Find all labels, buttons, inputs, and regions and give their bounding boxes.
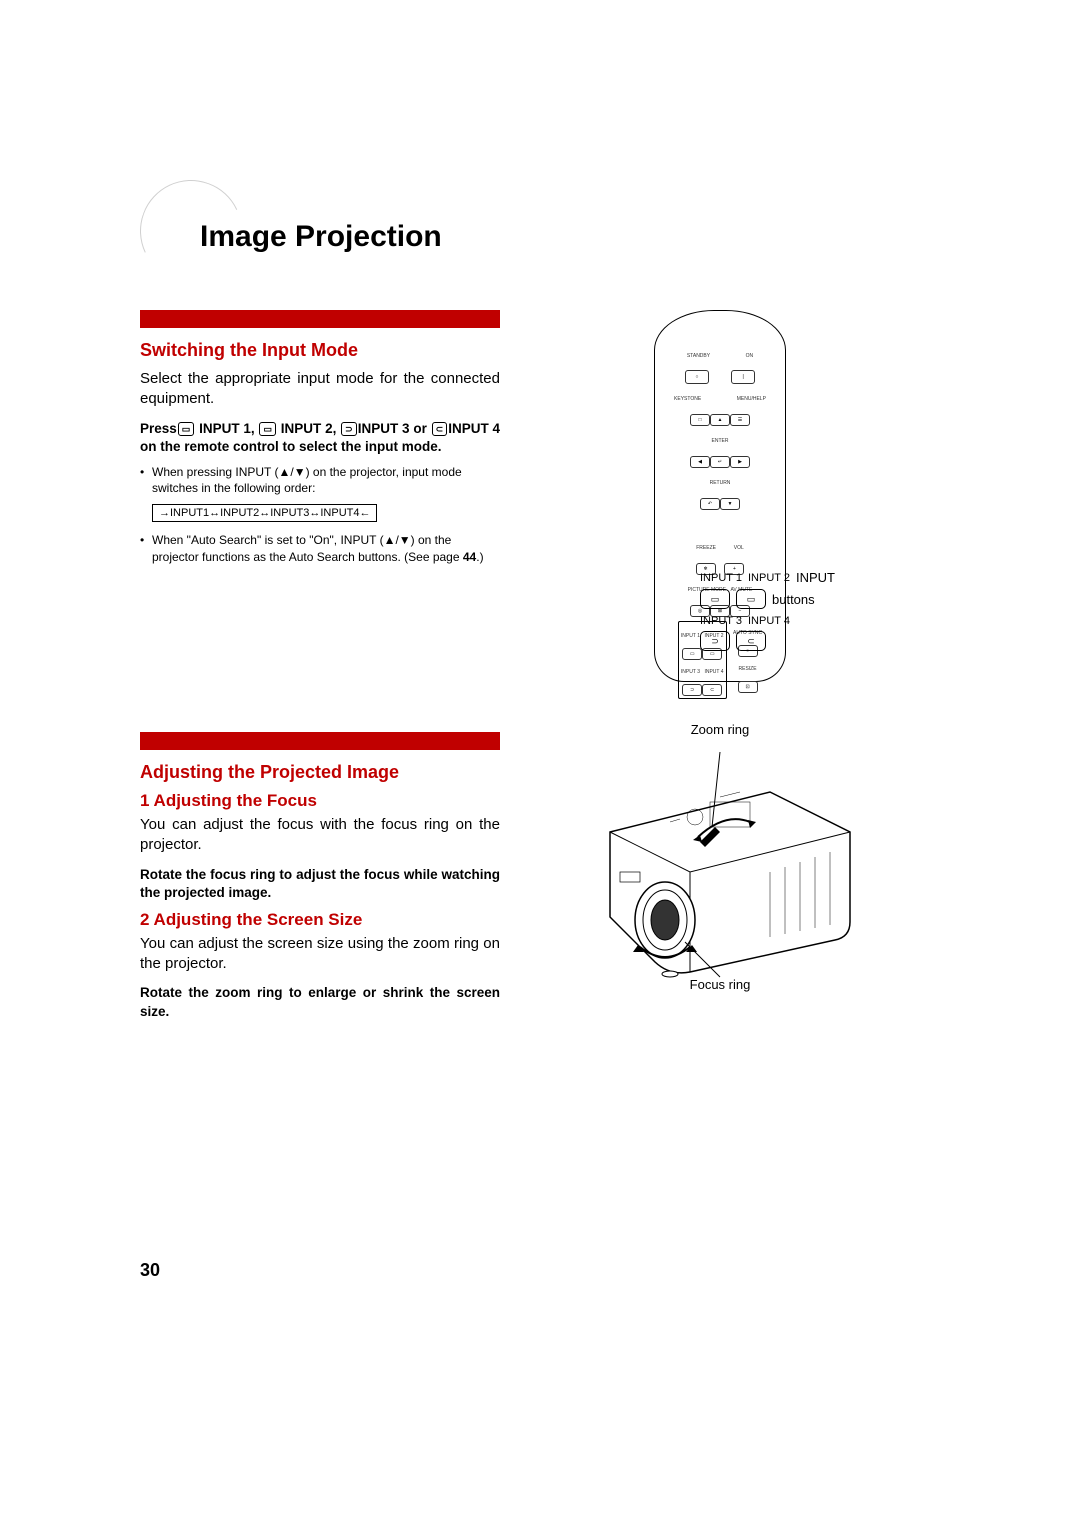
callout-in2-icon: ▭ xyxy=(736,589,766,609)
callout-in1-label: INPUT 1 xyxy=(700,572,742,584)
section-switching-input: Switching the Input Mode Select the appr… xyxy=(140,310,940,682)
section1-instruction: Press▭ INPUT 1, ▭ INPUT 2, ⊃INPUT 3 or ⊂… xyxy=(140,420,500,456)
callout-in3-label: INPUT 3 xyxy=(700,615,742,627)
rlabel-in4: INPUT 4 xyxy=(704,669,723,675)
remote-on-btn: | xyxy=(731,370,755,384)
step2-heading: 2 Adjusting the Screen Size xyxy=(140,910,500,930)
input3-text: INPUT 3 or xyxy=(358,421,431,436)
main-title: Image Projection xyxy=(200,220,442,254)
projector-diagram: Zoom ring xyxy=(570,742,870,982)
step1-heading: 1 Adjusting the Focus xyxy=(140,791,500,811)
callout-input: INPUT xyxy=(796,570,835,585)
remote-up-btn: ▲ xyxy=(710,414,730,426)
remote-resize-btn: ⊡ xyxy=(738,681,758,693)
callout-buttons: buttons xyxy=(772,592,815,607)
press-label: Press xyxy=(140,421,177,436)
remote-right-btn: ▶ xyxy=(730,456,750,468)
remote-keystone-btn: □ xyxy=(690,414,710,426)
projector-svg xyxy=(570,742,870,982)
bullet2-page: 44 xyxy=(463,550,476,564)
section1-intro: Select the appropriate input mode for th… xyxy=(140,369,500,410)
remote-in4-btn: ⊂ xyxy=(702,684,722,696)
input2-icon: ▭ xyxy=(259,422,276,436)
bullet2-text-b: .) xyxy=(476,550,483,564)
bullet1: When pressing INPUT (▲/▼) on the project… xyxy=(140,464,500,496)
callout-in3-icon: ⊃ xyxy=(700,631,730,651)
input1-text: INPUT 1, xyxy=(195,421,258,436)
step2-text: You can adjust the screen size using the… xyxy=(140,934,500,975)
section-heading-adjusting: Adjusting the Projected Image xyxy=(140,762,500,783)
input-chain-diagram: →INPUT1↔INPUT2↔INPUT3↔INPUT4← xyxy=(152,504,377,522)
rlabel-in1: INPUT 1 xyxy=(681,633,700,639)
rlabel-enter: ENTER xyxy=(712,438,729,444)
red-divider-bar-2 xyxy=(140,732,500,750)
bullet2-text-a: When "Auto Search" is set to "On", INPUT… xyxy=(152,533,463,563)
section-heading-switching: Switching the Input Mode xyxy=(140,340,500,361)
remote-standby-btn: ○ xyxy=(685,370,709,384)
section-adjusting-image: Adjusting the Projected Image 1 Adjustin… xyxy=(140,732,940,1029)
remote-enter-btn: ↵ xyxy=(710,456,730,468)
remote-return-btn: ↶ xyxy=(700,498,720,510)
input1-icon: ▭ xyxy=(178,422,195,436)
page-number: 30 xyxy=(140,1260,160,1281)
bullet2: When "Auto Search" is set to "On", INPUT… xyxy=(140,532,500,564)
input3-icon: ⊃ xyxy=(341,422,357,436)
input-buttons-callout: INPUT 1 INPUT 2 INPUT ▭ ▭ buttons INPUT … xyxy=(700,570,835,655)
focus-ring-label: Focus ring xyxy=(690,977,751,992)
remote-in3-btn: ⊃ xyxy=(682,684,702,696)
input4-icon: ⊂ xyxy=(432,422,448,436)
rlabel-on: ON xyxy=(746,353,754,359)
red-divider-bar xyxy=(140,310,500,328)
step2-bold: Rotate the zoom ring to enlarge or shrin… xyxy=(140,984,500,1020)
rlabel-vol: VOL xyxy=(734,545,744,551)
remote-menu-btn: ☰ xyxy=(730,414,750,426)
input2-text: INPUT 2, xyxy=(277,421,340,436)
rlabel-freeze: FREEZE xyxy=(696,545,716,551)
rlabel-standby: STANDBY xyxy=(687,353,710,359)
rlabel-return: RETURN xyxy=(710,480,731,486)
rlabel-in3: INPUT 3 xyxy=(681,669,700,675)
callout-in2-label: INPUT 2 xyxy=(748,572,790,584)
remote-down-btn: ▼ xyxy=(720,498,740,510)
title-section: Image Projection xyxy=(140,200,940,280)
zoom-ring-label: Zoom ring xyxy=(691,722,750,737)
callout-in1-icon: ▭ xyxy=(700,589,730,609)
step1-text: You can adjust the focus with the focus … xyxy=(140,815,500,856)
callout-in4-icon: ⊂ xyxy=(736,631,766,651)
rlabel-keystone: KEYSTONE xyxy=(674,396,701,402)
step1-bold: Rotate the focus ring to adjust the focu… xyxy=(140,866,500,902)
rlabel-menuhelp: MENU/HELP xyxy=(737,396,766,402)
rlabel-resize: RESIZE xyxy=(739,666,757,672)
callout-in4-label: INPUT 4 xyxy=(748,615,790,627)
bullet1-text: When pressing INPUT (▲/▼) on the project… xyxy=(152,465,462,495)
remote-left-btn: ◀ xyxy=(690,456,710,468)
